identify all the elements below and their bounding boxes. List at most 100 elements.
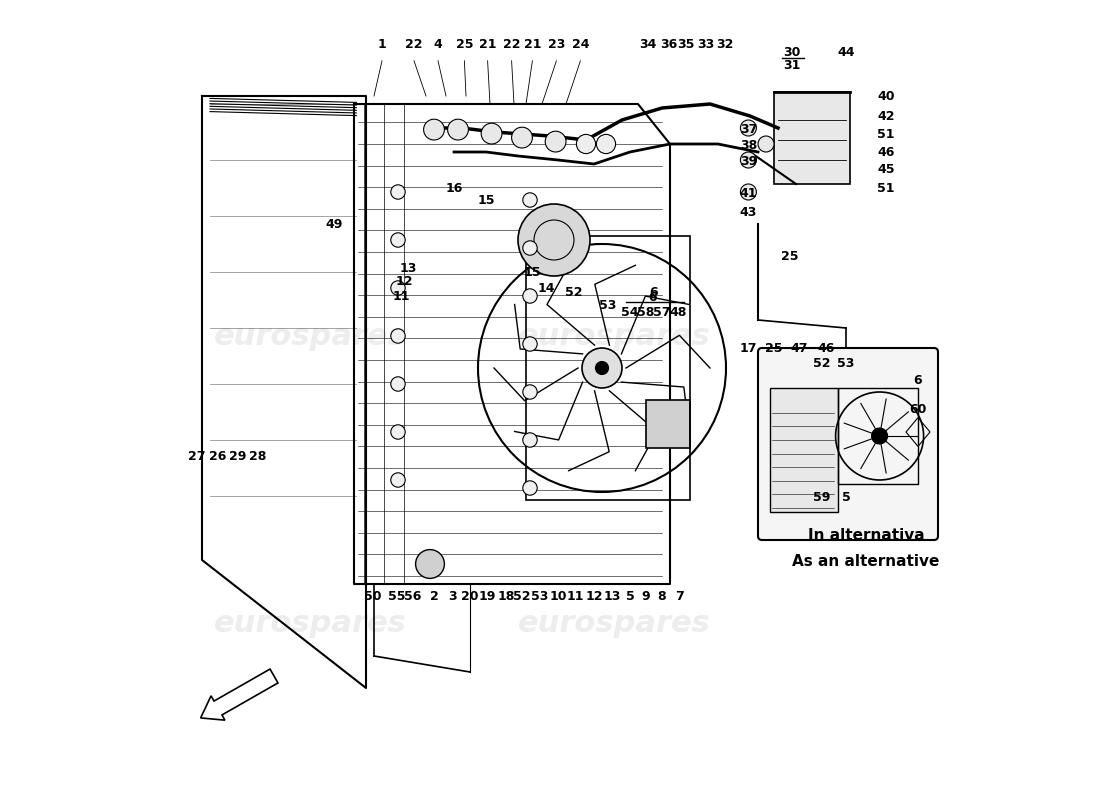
Circle shape [832, 350, 860, 378]
Circle shape [522, 193, 537, 207]
Text: 17: 17 [739, 342, 757, 354]
Bar [770, 388, 838, 512]
Text: 55: 55 [387, 590, 405, 602]
Text: In alternativa: In alternativa [807, 529, 924, 543]
Text: 42: 42 [878, 110, 894, 122]
Text: 48: 48 [669, 306, 686, 318]
Text: 52: 52 [813, 358, 830, 370]
Text: 36: 36 [660, 38, 676, 50]
Text: 6: 6 [648, 291, 657, 304]
Text: 58: 58 [637, 306, 654, 318]
Text: 24: 24 [572, 38, 590, 50]
Text: 4: 4 [433, 38, 442, 50]
Text: 35: 35 [678, 38, 695, 50]
Text: 43: 43 [739, 206, 757, 218]
Circle shape [871, 428, 888, 444]
Text: eurospares: eurospares [518, 610, 711, 638]
FancyBboxPatch shape [758, 348, 938, 540]
Text: 37: 37 [739, 123, 757, 136]
Text: 29: 29 [229, 450, 246, 462]
Text: 10: 10 [549, 590, 566, 602]
Text: 47: 47 [791, 342, 808, 354]
Text: eurospares: eurospares [213, 610, 406, 638]
Text: 6: 6 [914, 374, 922, 386]
Text: 34: 34 [639, 38, 657, 50]
Bar [646, 400, 690, 448]
Text: 56: 56 [404, 590, 421, 602]
Circle shape [740, 120, 757, 136]
Circle shape [596, 134, 616, 154]
Circle shape [481, 123, 502, 144]
Circle shape [758, 136, 774, 152]
Circle shape [740, 184, 757, 200]
Text: 11: 11 [566, 590, 584, 602]
Circle shape [448, 119, 469, 140]
Circle shape [546, 131, 566, 152]
Text: 57: 57 [653, 306, 671, 318]
Circle shape [522, 385, 537, 399]
Text: eurospares: eurospares [518, 322, 711, 350]
Text: 8: 8 [658, 590, 667, 602]
Circle shape [390, 425, 405, 439]
Circle shape [390, 329, 405, 343]
Text: 32: 32 [716, 38, 733, 50]
Text: 12: 12 [396, 275, 414, 288]
Text: 38: 38 [740, 139, 757, 152]
Text: 49: 49 [326, 218, 343, 230]
Text: 14: 14 [537, 282, 554, 294]
Text: 41: 41 [739, 187, 757, 200]
Text: 2: 2 [430, 590, 439, 602]
Circle shape [582, 348, 621, 388]
Text: 3: 3 [448, 590, 456, 602]
Bar [838, 388, 918, 484]
Text: 25: 25 [455, 38, 473, 50]
Text: 60: 60 [910, 403, 926, 416]
Text: 39: 39 [740, 155, 757, 168]
Text: 50: 50 [364, 590, 382, 602]
Circle shape [576, 134, 595, 154]
Text: 21: 21 [524, 38, 541, 50]
Circle shape [390, 185, 405, 199]
Text: 53: 53 [598, 299, 616, 312]
Text: 16: 16 [446, 182, 463, 194]
Circle shape [522, 241, 537, 255]
Text: 51: 51 [878, 182, 894, 194]
Circle shape [522, 337, 537, 351]
Text: 25: 25 [781, 250, 799, 262]
Text: 26: 26 [209, 450, 227, 462]
Text: 22: 22 [503, 38, 520, 50]
Text: 31: 31 [783, 59, 801, 72]
Text: 7: 7 [675, 590, 684, 602]
FancyArrow shape [200, 669, 278, 720]
Text: 13: 13 [604, 590, 622, 602]
Circle shape [522, 289, 537, 303]
Text: 53: 53 [837, 358, 855, 370]
Circle shape [390, 377, 405, 391]
Circle shape [740, 152, 757, 168]
Circle shape [390, 473, 405, 487]
Text: 6: 6 [650, 286, 658, 298]
Text: 40: 40 [878, 90, 894, 102]
Text: 11: 11 [393, 290, 410, 302]
Circle shape [595, 362, 608, 374]
Text: 15: 15 [477, 194, 495, 206]
Text: 28: 28 [250, 450, 266, 462]
Text: 9: 9 [641, 590, 650, 602]
Text: 54: 54 [621, 306, 639, 318]
Circle shape [416, 550, 444, 578]
Text: 33: 33 [697, 38, 715, 50]
Text: 46: 46 [878, 146, 894, 158]
Text: 23: 23 [548, 38, 565, 50]
Text: 12: 12 [585, 590, 603, 602]
Text: 18: 18 [497, 590, 515, 602]
Circle shape [390, 281, 405, 295]
Text: 53: 53 [531, 590, 548, 602]
Text: 19: 19 [478, 590, 496, 602]
Text: As an alternative: As an alternative [792, 554, 939, 569]
Circle shape [390, 233, 405, 247]
Bar [526, 236, 690, 500]
Text: 25: 25 [766, 342, 783, 354]
Circle shape [512, 127, 532, 148]
Text: 15: 15 [524, 266, 541, 278]
Text: 21: 21 [478, 38, 496, 50]
